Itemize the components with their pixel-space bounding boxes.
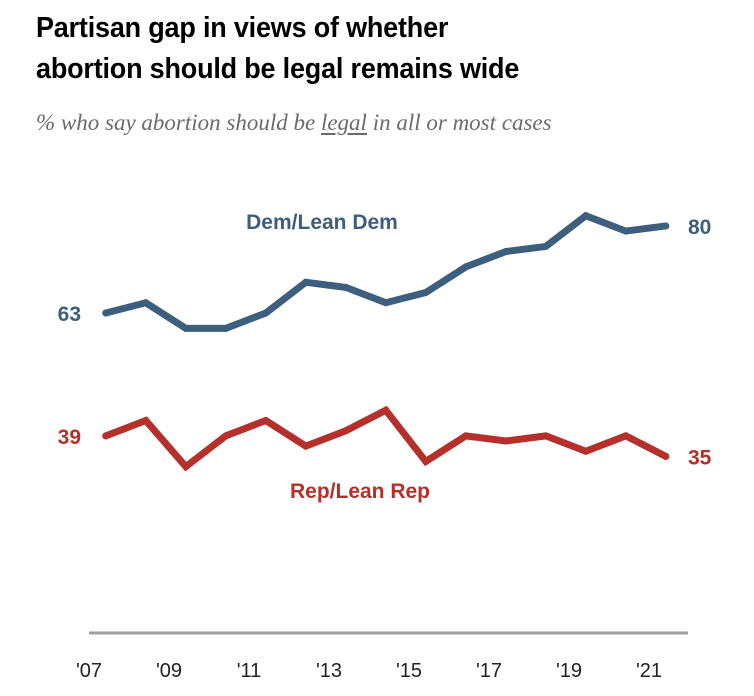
x-tick-label: '19 bbox=[556, 660, 582, 682]
series-line-rep bbox=[102, 405, 670, 472]
data-point bbox=[662, 452, 670, 460]
data-point bbox=[622, 227, 630, 235]
data-point bbox=[502, 248, 510, 256]
end-value-label: 80 bbox=[688, 216, 711, 239]
end-value-label: 35 bbox=[688, 446, 712, 469]
start-value-label: 39 bbox=[58, 426, 81, 449]
subtitle-part-1: % who say abortion should be bbox=[36, 110, 321, 135]
x-tick-label: '09 bbox=[156, 660, 182, 682]
data-point bbox=[622, 432, 630, 440]
chart-subtitle: % who say abortion should be legal in al… bbox=[36, 110, 754, 136]
data-point bbox=[342, 283, 350, 291]
start-value-label: 63 bbox=[58, 303, 81, 326]
series-lines bbox=[102, 211, 670, 472]
data-point bbox=[582, 447, 590, 455]
x-tick-label: '15 bbox=[396, 660, 422, 682]
x-tick-label: '13 bbox=[316, 660, 342, 682]
series-name-label: Dem/Lean Dem bbox=[246, 211, 398, 234]
data-point bbox=[582, 212, 590, 220]
data-point bbox=[542, 432, 550, 440]
data-point bbox=[222, 324, 230, 332]
chart-title-line-2: abortion should be legal remains wide bbox=[36, 53, 520, 85]
x-tick-label: '07 bbox=[76, 660, 102, 682]
data-point bbox=[262, 309, 270, 317]
data-point bbox=[542, 242, 550, 250]
subtitle-emphasis: legal bbox=[320, 110, 367, 135]
data-point bbox=[302, 278, 310, 286]
data-point bbox=[382, 299, 390, 307]
chart-title: Partisan gap in views of whether abortio… bbox=[36, 8, 687, 90]
data-point bbox=[102, 309, 110, 317]
data-point bbox=[262, 417, 270, 425]
data-point bbox=[382, 406, 390, 414]
subtitle-part-3: in all or most cases bbox=[366, 110, 552, 135]
data-point bbox=[102, 432, 110, 440]
data-point bbox=[182, 463, 190, 471]
data-point bbox=[182, 324, 190, 332]
x-tick-label: '21 bbox=[636, 660, 662, 682]
x-tick-label: '11 bbox=[237, 660, 262, 682]
x-axis-ticks: '07 '09 '11 '13 '15 '17 '19 '21 bbox=[76, 660, 662, 682]
data-point bbox=[662, 222, 670, 230]
data-point bbox=[422, 457, 430, 465]
series-labels: 63 80 Dem/Lean Dem 39 35 Rep/Lean Rep bbox=[58, 211, 712, 503]
data-point bbox=[422, 289, 430, 297]
data-point bbox=[502, 437, 510, 445]
series-name-label: Rep/Lean Rep bbox=[290, 480, 430, 503]
data-point bbox=[462, 263, 470, 271]
data-point bbox=[142, 299, 150, 307]
data-point bbox=[302, 442, 310, 450]
data-point bbox=[342, 427, 350, 435]
data-point bbox=[222, 432, 230, 440]
x-tick-label: '17 bbox=[476, 660, 502, 682]
data-point bbox=[142, 417, 150, 425]
chart-title-line-1: Partisan gap in views of whether bbox=[36, 12, 449, 44]
data-point bbox=[462, 432, 470, 440]
